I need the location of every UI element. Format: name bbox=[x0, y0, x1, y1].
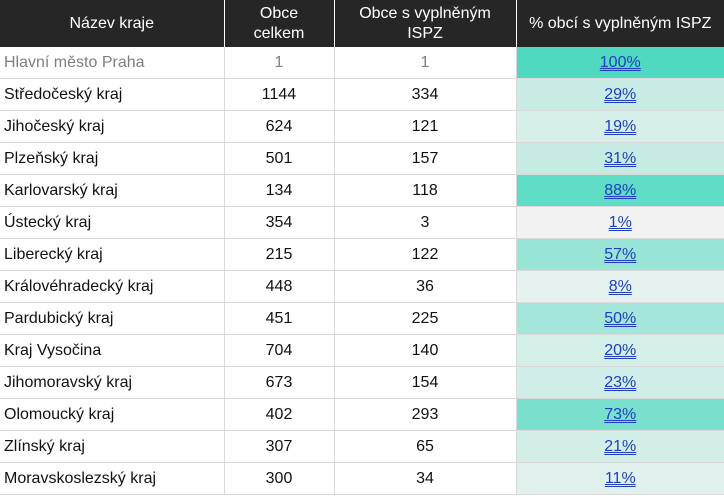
percent-filled-cell[interactable]: 100% bbox=[516, 47, 724, 79]
percent-filled-cell[interactable]: 73% bbox=[516, 398, 724, 431]
percent-filled-cell[interactable]: 11% bbox=[516, 462, 724, 495]
percent-link[interactable]: 29% bbox=[604, 85, 637, 103]
percent-link[interactable]: 1% bbox=[608, 213, 632, 231]
percent-link[interactable]: 88% bbox=[604, 181, 637, 199]
total-municipalities-cell[interactable]: 704 bbox=[224, 334, 335, 367]
percent-filled-cell[interactable]: 50% bbox=[516, 302, 724, 335]
region-name-cell[interactable]: Ústecký kraj bbox=[0, 206, 225, 239]
region-name-cell[interactable]: Moravskoslezský kraj bbox=[0, 462, 225, 495]
table-header: Název kraje Obce celkem Obce s vyplněným I… bbox=[0, 0, 724, 47]
percent-filled-cell[interactable]: 1% bbox=[516, 206, 724, 239]
filled-ispz-cell[interactable]: 65 bbox=[334, 430, 517, 463]
header-total-line2: celkem bbox=[253, 24, 305, 42]
filled-ispz-cell[interactable]: 140 bbox=[334, 334, 517, 367]
percent-filled-cell[interactable]: 31% bbox=[516, 142, 724, 175]
table-row: Plzeňský kraj 501 157 31% bbox=[0, 142, 724, 175]
header-total-line1: Obce bbox=[259, 4, 299, 22]
header-filled-line2: ISPZ bbox=[407, 24, 443, 42]
filled-ispz-cell[interactable]: 157 bbox=[334, 142, 517, 175]
percent-link[interactable]: 11% bbox=[604, 469, 636, 487]
percent-filled-cell[interactable]: 19% bbox=[516, 110, 724, 143]
region-name-cell[interactable]: Liberecký kraj bbox=[0, 238, 225, 271]
table-row: Moravskoslezský kraj 300 34 11% bbox=[0, 462, 724, 495]
filled-ispz-cell[interactable]: 293 bbox=[334, 398, 517, 431]
header-row: Název kraje Obce celkem Obce s vyplněným I… bbox=[0, 0, 724, 47]
table-row: Liberecký kraj 215 122 57% bbox=[0, 238, 724, 271]
percent-link[interactable]: 23% bbox=[604, 373, 637, 391]
header-filled-line1: Obce s vyplněným bbox=[359, 4, 491, 22]
header-percent-filled[interactable]: % obcí s vyplněným ISPZ bbox=[516, 0, 724, 47]
table-row: Ústecký kraj 354 3 1% bbox=[0, 206, 724, 239]
total-municipalities-cell[interactable]: 354 bbox=[224, 206, 335, 239]
header-region-name[interactable]: Název kraje bbox=[0, 0, 225, 47]
table-body: Hlavní město Praha 1 1 100% Středočeský kraj… bbox=[0, 47, 724, 495]
header-filled-ispz[interactable]: Obce s vyplněným ISPZ bbox=[334, 0, 517, 47]
table-row: Karlovarský kraj 134 118 88% bbox=[0, 174, 724, 207]
region-name-cell[interactable]: Pardubický kraj bbox=[0, 302, 225, 335]
region-name-cell[interactable]: Hlavní město Praha bbox=[0, 47, 225, 79]
table-row: Zlínský kraj 307 65 21% bbox=[0, 430, 724, 463]
region-name-cell[interactable]: Karlovarský kraj bbox=[0, 174, 225, 207]
total-municipalities-cell[interactable]: 215 bbox=[224, 238, 335, 271]
region-name-cell[interactable]: Zlínský kraj bbox=[0, 430, 225, 463]
table-row: Hlavní město Praha 1 1 100% bbox=[0, 47, 724, 79]
percent-link[interactable]: 19% bbox=[604, 117, 637, 135]
filled-ispz-cell[interactable]: 118 bbox=[334, 174, 517, 207]
table-row: Středočeský kraj 1144 334 29% bbox=[0, 78, 724, 111]
filled-ispz-cell[interactable]: 334 bbox=[334, 78, 517, 111]
percent-filled-cell[interactable]: 20% bbox=[516, 334, 724, 367]
percent-filled-cell[interactable]: 29% bbox=[516, 78, 724, 111]
percent-link[interactable]: 31% bbox=[604, 149, 637, 167]
table-row: Královéhradecký kraj 448 36 8% bbox=[0, 270, 724, 303]
filled-ispz-cell[interactable]: 154 bbox=[334, 366, 517, 399]
table-row: Jihomoravský kraj 673 154 23% bbox=[0, 366, 724, 399]
filled-ispz-cell[interactable]: 225 bbox=[334, 302, 517, 335]
percent-filled-cell[interactable]: 23% bbox=[516, 366, 724, 399]
filled-ispz-cell[interactable]: 3 bbox=[334, 206, 517, 239]
region-name-cell[interactable]: Olomoucký kraj bbox=[0, 398, 225, 431]
total-municipalities-cell[interactable]: 307 bbox=[224, 430, 335, 463]
total-municipalities-cell[interactable]: 300 bbox=[224, 462, 335, 495]
region-name-cell[interactable]: Jihomoravský kraj bbox=[0, 366, 225, 399]
filled-ispz-cell[interactable]: 1 bbox=[334, 47, 517, 79]
table-row: Pardubický kraj 451 225 50% bbox=[0, 302, 724, 335]
total-municipalities-cell[interactable]: 501 bbox=[224, 142, 335, 175]
total-municipalities-cell[interactable]: 402 bbox=[224, 398, 335, 431]
region-name-cell[interactable]: Královéhradecký kraj bbox=[0, 270, 225, 303]
region-name-cell[interactable]: Kraj Vysočina bbox=[0, 334, 225, 367]
percent-link[interactable]: 100% bbox=[599, 53, 641, 71]
percent-link[interactable]: 73% bbox=[604, 405, 637, 423]
percent-link[interactable]: 50% bbox=[604, 309, 637, 327]
percent-filled-cell[interactable]: 88% bbox=[516, 174, 724, 207]
total-municipalities-cell[interactable]: 448 bbox=[224, 270, 335, 303]
total-municipalities-cell[interactable]: 1144 bbox=[224, 78, 335, 111]
percent-link[interactable]: 20% bbox=[604, 341, 637, 359]
total-municipalities-cell[interactable]: 673 bbox=[224, 366, 335, 399]
filled-ispz-cell[interactable]: 121 bbox=[334, 110, 517, 143]
filled-ispz-cell[interactable]: 36 bbox=[334, 270, 517, 303]
percent-link[interactable]: 8% bbox=[608, 277, 632, 295]
filled-ispz-cell[interactable]: 34 bbox=[334, 462, 517, 495]
filled-ispz-cell[interactable]: 122 bbox=[334, 238, 517, 271]
percent-link[interactable]: 21% bbox=[604, 437, 637, 455]
percent-link[interactable]: 57% bbox=[604, 245, 637, 263]
table-row: Kraj Vysočina 704 140 20% bbox=[0, 334, 724, 367]
total-municipalities-cell[interactable]: 1 bbox=[224, 47, 335, 79]
total-municipalities-cell[interactable]: 134 bbox=[224, 174, 335, 207]
total-municipalities-cell[interactable]: 451 bbox=[224, 302, 335, 335]
percent-filled-cell[interactable]: 21% bbox=[516, 430, 724, 463]
percent-filled-cell[interactable]: 57% bbox=[516, 238, 724, 271]
header-total-municipalities[interactable]: Obce celkem bbox=[224, 0, 335, 47]
region-name-cell[interactable]: Středočeský kraj bbox=[0, 78, 225, 111]
table-row: Jihočeský kraj 624 121 19% bbox=[0, 110, 724, 143]
region-name-cell[interactable]: Plzeňský kraj bbox=[0, 142, 225, 175]
table-row: Olomoucký kraj 402 293 73% bbox=[0, 398, 724, 431]
region-name-cell[interactable]: Jihočeský kraj bbox=[0, 110, 225, 143]
total-municipalities-cell[interactable]: 624 bbox=[224, 110, 335, 143]
percent-filled-cell[interactable]: 8% bbox=[516, 270, 724, 303]
